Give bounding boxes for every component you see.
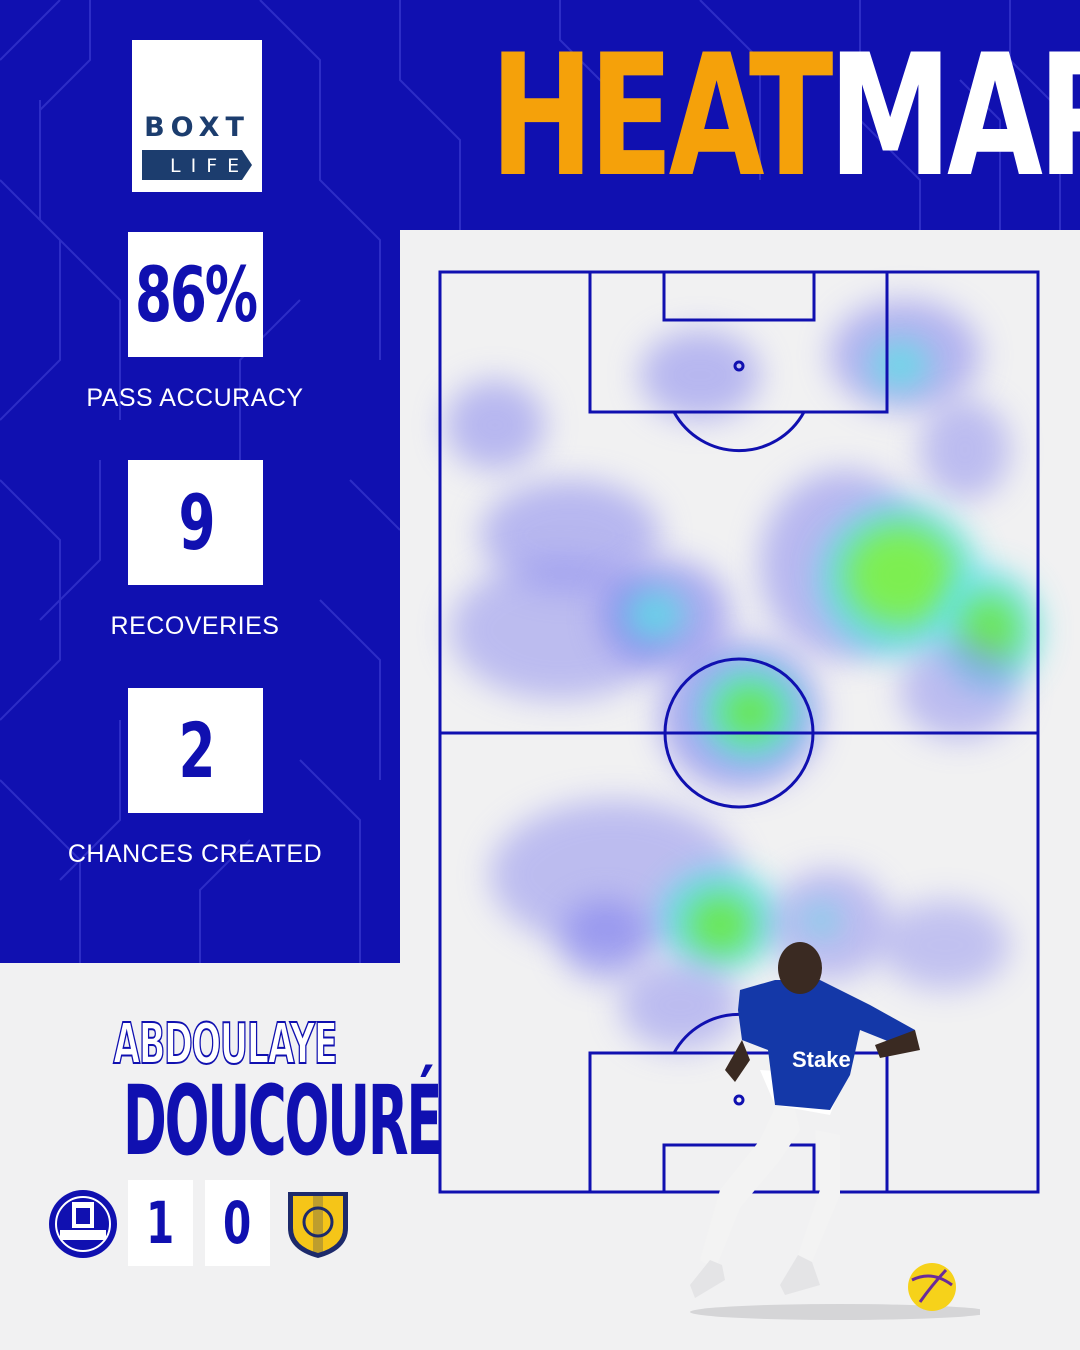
heat-blob: [870, 340, 930, 390]
stat-label-chances-created: CHANCES CREATED: [67, 840, 323, 868]
heat-blob: [845, 525, 955, 625]
stat-box-pass-accuracy: 86%: [128, 232, 263, 357]
everton-crest-icon: [49, 1190, 117, 1258]
away-score-box: 0: [205, 1180, 270, 1266]
away-score: 0: [223, 1189, 252, 1257]
player-figure: Stake: [690, 942, 980, 1320]
stat-label-recoveries: RECOVERIES: [110, 612, 280, 640]
title-part-heat: HEAT: [490, 18, 833, 214]
page-title: HEATMAP: [490, 26, 1080, 206]
heat-blob: [688, 895, 753, 955]
heat-blob: [445, 380, 545, 470]
title-part-map: MAP: [828, 18, 1080, 214]
leeds-crest-icon: [288, 1192, 348, 1258]
heat-blob: [640, 330, 760, 420]
sponsor-logo-line1: BOXT: [144, 112, 250, 143]
heat-blob: [560, 900, 650, 980]
heat-blob: [625, 590, 685, 640]
stat-value: 9: [178, 478, 215, 567]
heat-blob: [720, 685, 780, 740]
home-score: 1: [146, 1189, 175, 1257]
stat-value: 2: [178, 706, 215, 795]
heat-blob: [900, 640, 1020, 740]
player-last-name: DOUCOURÉ: [123, 1065, 442, 1177]
sponsor-logo-tag: LIFE: [142, 150, 252, 180]
heat-blob: [620, 960, 740, 1050]
sponsor-logo: BOXT LIFE: [132, 40, 262, 192]
heat-blob: [880, 900, 1010, 990]
shirt-sponsor: Stake: [792, 1047, 851, 1072]
heat-blob: [806, 905, 836, 935]
stat-box-chances-created: 2: [128, 688, 263, 813]
stat-value: 86%: [134, 250, 258, 339]
home-score-box: 1: [128, 1180, 193, 1266]
heat-blob: [920, 400, 1010, 500]
sponsor-logo-line2: LIFE: [170, 155, 250, 177]
stat-label-pass-accuracy: PASS ACCURACY: [86, 384, 304, 412]
stat-box-recoveries: 9: [128, 460, 263, 585]
